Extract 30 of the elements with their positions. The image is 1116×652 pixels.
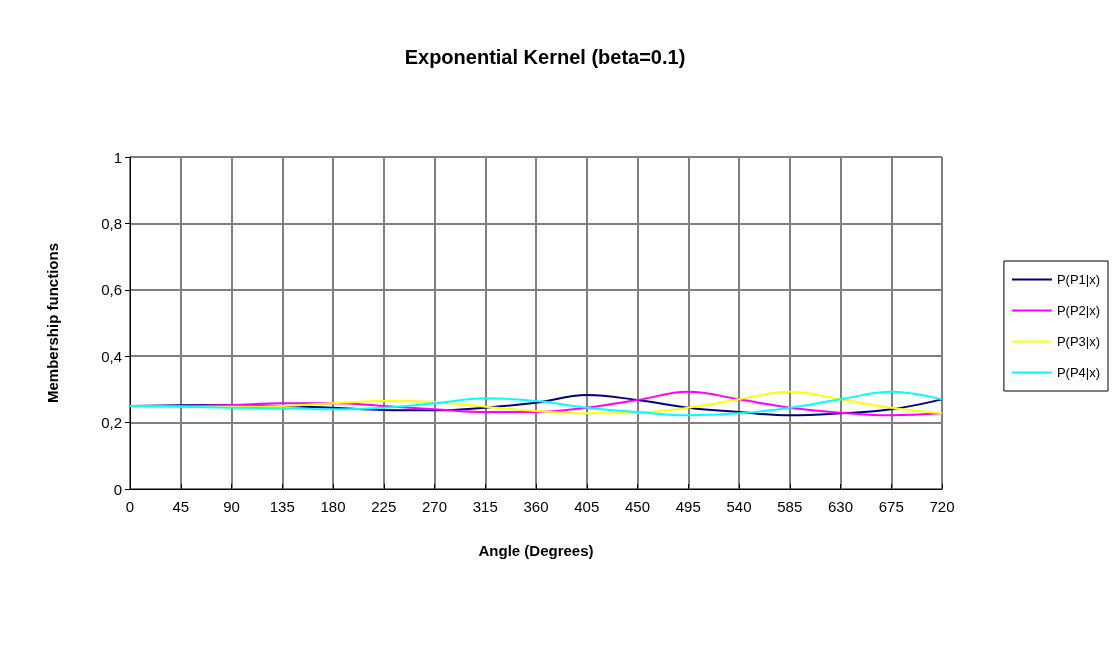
legend-label: P(P2|x) bbox=[1056, 303, 1100, 318]
x-tick-label: 0 bbox=[125, 498, 135, 515]
x-tick-label: 720 bbox=[929, 498, 955, 515]
y-tick-label: 0,4 bbox=[101, 347, 122, 365]
legend-label: P(P3|x) bbox=[1056, 334, 1100, 349]
y-tick-label: 0,2 bbox=[101, 414, 122, 432]
x-tick-label: 630 bbox=[827, 498, 854, 515]
chart-title: Exponential Kernel (beta=0.1) bbox=[404, 46, 686, 68]
y-tick-label: 0,6 bbox=[101, 281, 122, 299]
x-tick-label: 225 bbox=[371, 498, 397, 515]
legend-label: P(P4|x) bbox=[1056, 365, 1100, 380]
x-tick-label: 360 bbox=[523, 498, 549, 515]
y-tick-label: 1 bbox=[113, 148, 122, 166]
x-tick-label: 90 bbox=[223, 498, 240, 515]
legend-label: P(P1|x) bbox=[1056, 272, 1100, 287]
x-tick-label: 315 bbox=[472, 498, 498, 515]
x-tick-label: 495 bbox=[675, 498, 701, 515]
y-tick-label: 0,8 bbox=[101, 214, 122, 232]
x-tick-label: 450 bbox=[624, 498, 651, 515]
x-tick-label: 585 bbox=[777, 498, 803, 515]
x-tick-label: 270 bbox=[421, 498, 448, 515]
x-tick-label: 675 bbox=[878, 498, 904, 515]
y-axis-title: Membership functions bbox=[44, 242, 61, 404]
x-tick-label: 45 bbox=[172, 498, 190, 515]
x-tick-label: 135 bbox=[269, 498, 295, 515]
x-tick-label: 180 bbox=[320, 498, 346, 515]
x-tick-label: 405 bbox=[574, 498, 600, 515]
x-tick-label: 540 bbox=[726, 498, 752, 515]
x-axis-title: Angle (Degrees) bbox=[478, 542, 594, 559]
y-tick-label: 0 bbox=[113, 480, 122, 498]
